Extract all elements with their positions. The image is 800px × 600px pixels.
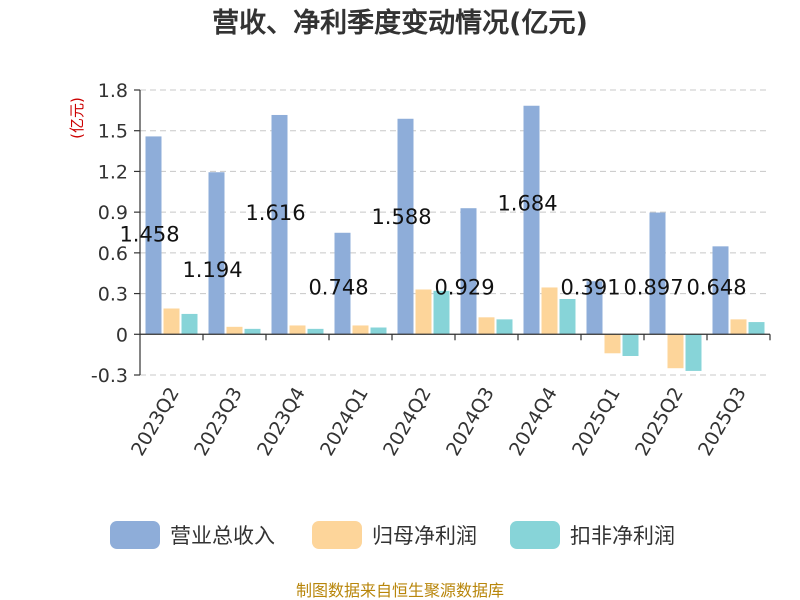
source-note: 制图数据来自恒生聚源数据库 <box>296 581 504 600</box>
x-tick-label: 2025Q3 <box>694 384 751 460</box>
bar-扣非净利润-2025Q2 <box>685 334 702 371</box>
legend-label: 归母净利润 <box>372 524 477 548</box>
bar-归母净利润-2023Q2 <box>163 308 180 335</box>
bar-营业总收入-2023Q4 <box>271 114 288 335</box>
bar-营业总收入-2025Q3 <box>712 246 729 335</box>
bar-扣非净利润-2024Q1 <box>370 327 387 335</box>
x-tick-label: 2024Q4 <box>505 384 562 460</box>
y-tick-label: 0.6 <box>98 243 128 265</box>
bar-扣非净利润-2023Q2 <box>181 313 198 335</box>
legend: 营业总收入 归母净利润 扣非净利润 <box>110 521 675 549</box>
bar-归母净利润-2025Q2 <box>667 334 684 369</box>
y-tick-label: 1.5 <box>98 121 128 143</box>
data-label: 1.616 <box>245 201 305 225</box>
bar-营业总收入-2024Q2 <box>397 118 414 335</box>
legend-label: 扣非净利润 <box>570 524 675 548</box>
data-label: 1.684 <box>497 192 557 216</box>
bar-归母净利润-2025Q3 <box>730 319 747 335</box>
bar-营业总收入-2023Q2 <box>145 136 162 335</box>
bar-归母净利润-2024Q4 <box>541 287 558 335</box>
data-label: 0.391 <box>560 275 620 299</box>
bar-归母净利润-2024Q2 <box>415 289 432 335</box>
data-label: 1.588 <box>371 205 431 229</box>
data-label: 0.748 <box>308 275 368 299</box>
bar-归母净利润-2023Q3 <box>226 326 243 335</box>
x-tick-label: 2024Q2 <box>379 384 436 460</box>
y-tick-label: 1.8 <box>98 80 128 102</box>
x-tick-label: 2025Q1 <box>568 384 625 460</box>
y-tick-label: -0.3 <box>91 365 128 387</box>
bar-扣非净利润-2025Q3 <box>748 322 765 335</box>
y-tick-label: 0.9 <box>98 202 128 224</box>
bar-归母净利润-2024Q3 <box>478 317 495 335</box>
bar-扣非净利润-2024Q2 <box>433 290 450 335</box>
legend-swatch <box>110 521 160 549</box>
bar-营业总收入-2025Q2 <box>649 212 666 335</box>
x-tick-label: 2023Q2 <box>127 384 184 460</box>
bar-营业总收入-2024Q3 <box>460 208 477 335</box>
bars <box>145 105 765 371</box>
bar-扣非净利润-2024Q3 <box>496 319 513 335</box>
x-tick-label: 2024Q3 <box>442 384 499 460</box>
data-label: 0.648 <box>686 275 746 299</box>
legend-swatch <box>312 521 362 549</box>
y-tick-label: 0 <box>116 324 128 346</box>
bar-归母净利润-2025Q1 <box>604 334 621 354</box>
bar-扣非净利润-2023Q4 <box>307 328 324 335</box>
bar-营业总收入-2025Q1 <box>586 281 603 335</box>
y-tick-label: 0.3 <box>98 284 128 306</box>
y-tick-label: 1.2 <box>98 161 128 183</box>
x-tick-label: 2023Q4 <box>253 384 310 460</box>
legend-swatch <box>510 521 560 549</box>
data-label: 0.897 <box>623 275 683 299</box>
x-tick-label: 2023Q3 <box>190 384 247 460</box>
data-label: 1.458 <box>119 222 179 246</box>
bar-营业总收入-2024Q4 <box>523 105 540 335</box>
x-tick-label: 2025Q2 <box>631 384 688 460</box>
bar-归母净利润-2024Q1 <box>352 325 369 335</box>
bar-归母净利润-2023Q4 <box>289 325 306 335</box>
x-tick-label: 2024Q1 <box>316 384 373 460</box>
data-label: 1.194 <box>182 258 242 282</box>
chart-title: 营收、净利季度变动情况(亿元) <box>212 7 588 39</box>
bar-扣非净利润-2023Q3 <box>244 328 261 335</box>
unit-label: (亿元) <box>68 97 86 139</box>
bar-营业总收入-2024Q1 <box>334 232 351 335</box>
legend-label: 营业总收入 <box>170 524 275 548</box>
bar-扣非净利润-2025Q1 <box>622 334 639 356</box>
data-label: 0.929 <box>434 275 494 299</box>
bar-扣非净利润-2024Q4 <box>559 299 576 335</box>
bar-营业总收入-2023Q3 <box>208 172 225 335</box>
